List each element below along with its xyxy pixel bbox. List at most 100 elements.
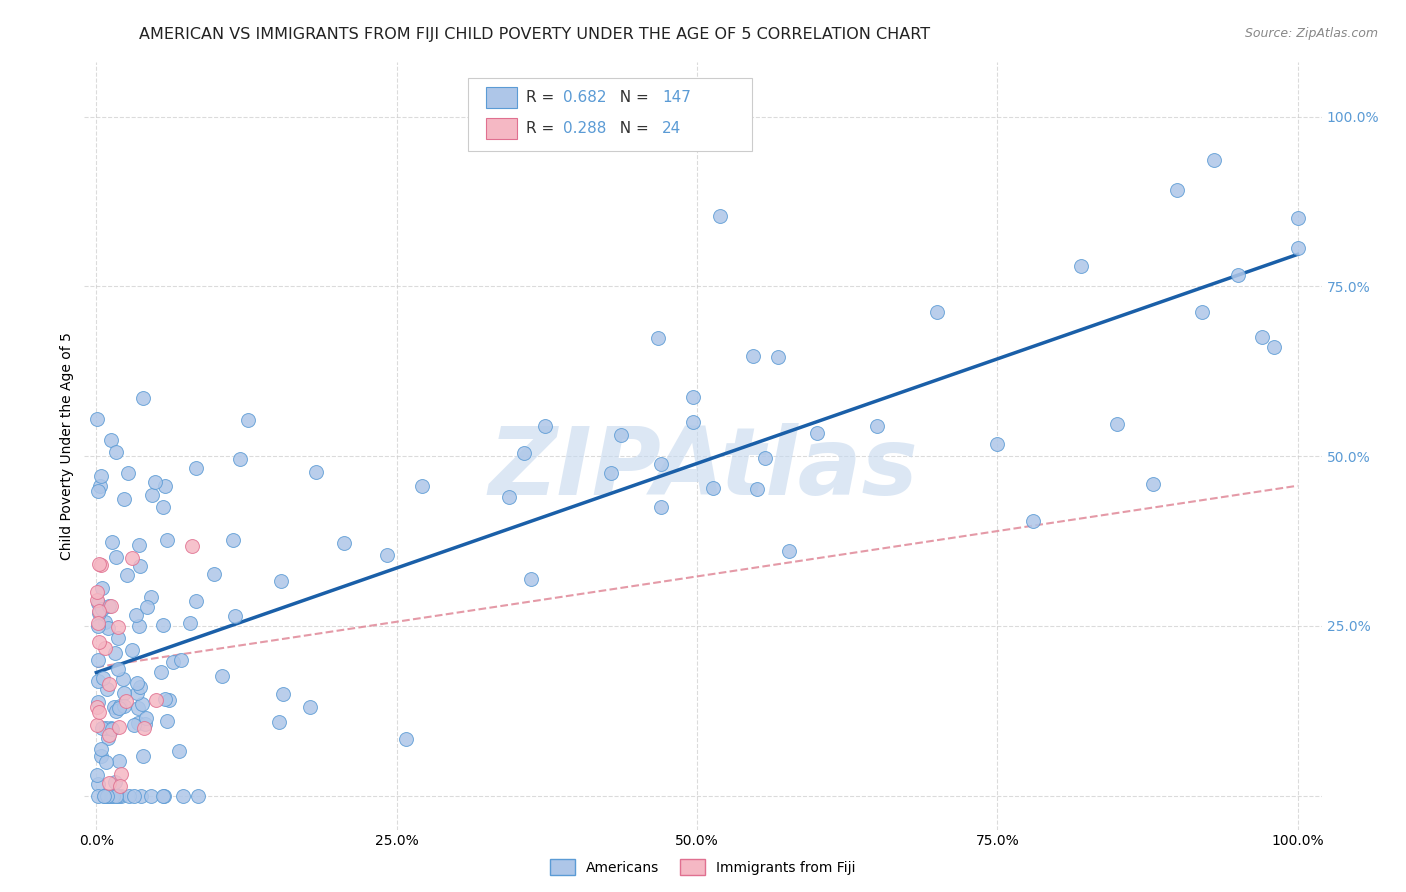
Point (778, 544, 800, 558)
Text: N =: N = (610, 90, 654, 105)
Point (333, 536, 356, 550)
Point (202, 567, 225, 582)
Point (94, 721, 117, 735)
Point (395, 731, 418, 746)
Point (1070, 259, 1092, 273)
Point (96, 789, 118, 803)
Point (125, 676, 148, 690)
Point (114, 686, 136, 700)
Point (866, 419, 889, 434)
Point (110, 779, 132, 793)
Point (187, 789, 209, 803)
Point (135, 711, 157, 725)
Point (709, 209, 731, 223)
Point (153, 692, 176, 706)
Point (1202, 153, 1225, 167)
Point (152, 500, 174, 514)
Point (132, 749, 155, 764)
Point (169, 652, 191, 666)
Point (184, 460, 207, 475)
Point (236, 413, 259, 427)
Point (98, 599, 121, 613)
Point (86, 412, 108, 426)
Point (105, 704, 128, 718)
Text: 0.682: 0.682 (564, 90, 606, 105)
Point (90, 721, 112, 735)
Point (682, 390, 704, 404)
Point (172, 789, 194, 803)
Point (93, 789, 115, 803)
Point (520, 572, 543, 586)
Point (741, 349, 763, 363)
Point (181, 539, 204, 553)
Point (94, 641, 117, 656)
Point (105, 445, 128, 459)
Point (139, 591, 162, 605)
Point (96, 789, 118, 803)
Point (100, 599, 122, 613)
Point (87, 596, 110, 610)
Point (87, 619, 110, 633)
Point (271, 687, 294, 701)
Point (1142, 477, 1164, 491)
Point (100, 721, 122, 735)
Point (121, 642, 143, 657)
Point (107, 662, 129, 676)
Point (118, 789, 141, 803)
Text: AMERICAN VS IMMIGRANTS FROM FIJI CHILD POVERTY UNDER THE AGE OF 5 CORRELATION CH: AMERICAN VS IMMIGRANTS FROM FIJI CHILD P… (139, 27, 929, 42)
Point (87, 673, 110, 688)
Point (87, 557, 110, 571)
Point (270, 574, 292, 588)
Point (86, 767, 108, 781)
FancyBboxPatch shape (468, 78, 752, 151)
Point (184, 594, 207, 608)
Point (128, 537, 150, 551)
Point (1250, 330, 1272, 344)
Legend: Americans, Immigrants from Fiji: Americans, Immigrants from Fiji (544, 854, 862, 880)
Point (754, 450, 776, 465)
Point (94, 615, 117, 629)
Point (104, 646, 127, 660)
Point (411, 479, 433, 493)
Point (134, 717, 156, 731)
Point (702, 481, 724, 495)
Point (1286, 211, 1309, 225)
Point (129, 558, 152, 573)
Point (101, 722, 124, 736)
Point (1286, 241, 1309, 255)
FancyBboxPatch shape (486, 87, 517, 109)
Point (91, 602, 114, 616)
Point (298, 699, 321, 714)
Point (124, 608, 146, 623)
Point (156, 714, 179, 728)
Point (115, 694, 138, 708)
Point (375, 548, 398, 562)
Point (143, 475, 166, 489)
Point (111, 672, 134, 686)
Point (152, 618, 174, 632)
FancyBboxPatch shape (486, 118, 517, 139)
Point (134, 721, 156, 735)
Point (153, 789, 176, 803)
Point (98, 776, 121, 790)
Point (125, 686, 148, 700)
Point (169, 744, 191, 758)
Point (145, 693, 167, 707)
Point (112, 492, 135, 507)
Text: R =: R = (526, 121, 560, 136)
Point (498, 490, 520, 504)
Point (107, 620, 129, 634)
Y-axis label: Child Poverty Under the Age of 5: Child Poverty Under the Age of 5 (60, 332, 75, 560)
Point (91, 671, 114, 685)
Point (110, 698, 132, 713)
Point (136, 599, 159, 614)
Point (927, 305, 949, 319)
Point (986, 436, 1008, 450)
Text: Source: ZipAtlas.com: Source: ZipAtlas.com (1244, 27, 1378, 40)
Point (1166, 183, 1188, 197)
Point (90, 742, 112, 756)
Text: ZIPAtlas: ZIPAtlas (488, 423, 918, 515)
Point (127, 716, 149, 731)
Point (650, 457, 672, 471)
Point (610, 427, 633, 442)
